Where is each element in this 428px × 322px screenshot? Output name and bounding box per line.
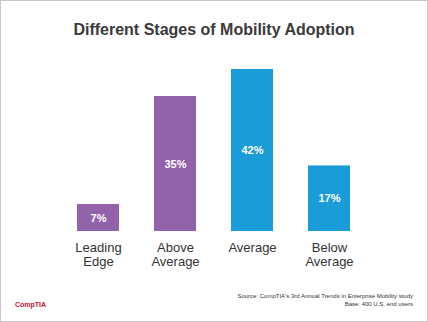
- svg-text:42%: 42%: [241, 144, 263, 156]
- svg-text:7%: 7%: [91, 212, 107, 224]
- svg-text:35%: 35%: [164, 158, 186, 170]
- svg-text:BelowAverage: BelowAverage: [305, 240, 353, 269]
- svg-text:LeadingEdge: LeadingEdge: [75, 240, 121, 269]
- html-text:Base: 400 U.S. end users: Base: 400 U.S. end users: [344, 301, 413, 307]
- html-text:Different Stages of Mobility A: Different Stages of Mobility Adoption: [73, 21, 355, 38]
- svg-text:17%: 17%: [318, 192, 340, 204]
- svg-text:Average: Average: [228, 240, 276, 255]
- html-text:CompTIA: CompTIA: [15, 301, 47, 308]
- svg-text:AboveAverage: AboveAverage: [151, 240, 199, 269]
- html-text:Source: CompTIA's 3rd Annual T: Source: CompTIA's 3rd Annual Trends in E…: [237, 293, 413, 299]
